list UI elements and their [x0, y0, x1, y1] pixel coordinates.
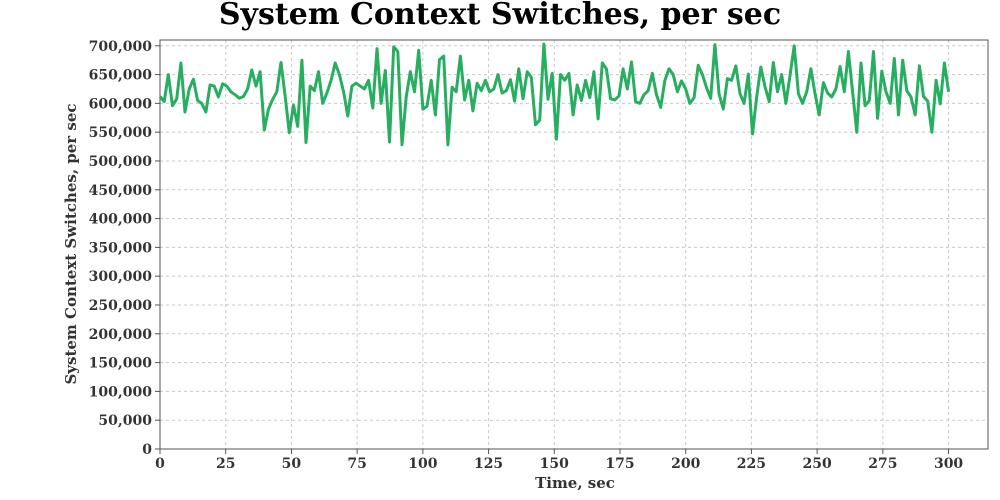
y-tick-label: 550,000 [89, 125, 153, 141]
x-tick-label: 75 [347, 456, 366, 472]
y-tick-label: 600,000 [89, 96, 153, 112]
y-tick-label: 450,000 [89, 183, 153, 199]
y-tick-label: 350,000 [89, 240, 153, 256]
x-tick-label: 0 [155, 456, 165, 472]
y-tick-label: 50,000 [98, 413, 152, 429]
y-tick-label: 0 [142, 442, 152, 458]
x-tick-label: 175 [605, 456, 634, 472]
y-tick-label: 200,000 [89, 327, 153, 343]
x-axis: 0 25 50 75 100 125 150 175 200 225 250 275 300 [155, 449, 963, 472]
series-layer [158, 42, 951, 147]
x-tick-label: 25 [216, 456, 235, 472]
x-tick-label: 100 [408, 456, 437, 472]
y-tick-label: 250,000 [89, 298, 153, 314]
x-tick-label: 50 [282, 456, 302, 472]
x-axis-label: Time, sec [535, 474, 615, 492]
x-tick-label: 300 [934, 456, 963, 472]
x-tick-label: 200 [671, 456, 700, 472]
chart-title: System Context Switches, per sec [219, 0, 781, 32]
y-axis-label: System Context Switches, per sec [62, 103, 80, 384]
y-tick-label: 500,000 [89, 154, 153, 170]
plot-frame [159, 39, 989, 450]
x-tick-label: 225 [737, 456, 766, 472]
y-tick-label: 150,000 [89, 356, 153, 372]
y-axis: 0 50,000 100,000 150,000 200,000 250,000 300,0… [89, 39, 160, 458]
y-tick-label: 700,000 [89, 39, 153, 55]
x-tick-label: 275 [868, 456, 897, 472]
series-line [158, 42, 951, 147]
y-tick-label: 100,000 [89, 384, 153, 400]
y-tick-label: 400,000 [89, 212, 153, 228]
grid [159, 40, 988, 450]
x-tick-label: 125 [474, 456, 503, 472]
y-tick-label: 650,000 [89, 68, 153, 84]
x-tick-label: 250 [803, 456, 832, 472]
x-tick-label: 150 [540, 456, 569, 472]
y-tick-label: 300,000 [89, 269, 153, 285]
